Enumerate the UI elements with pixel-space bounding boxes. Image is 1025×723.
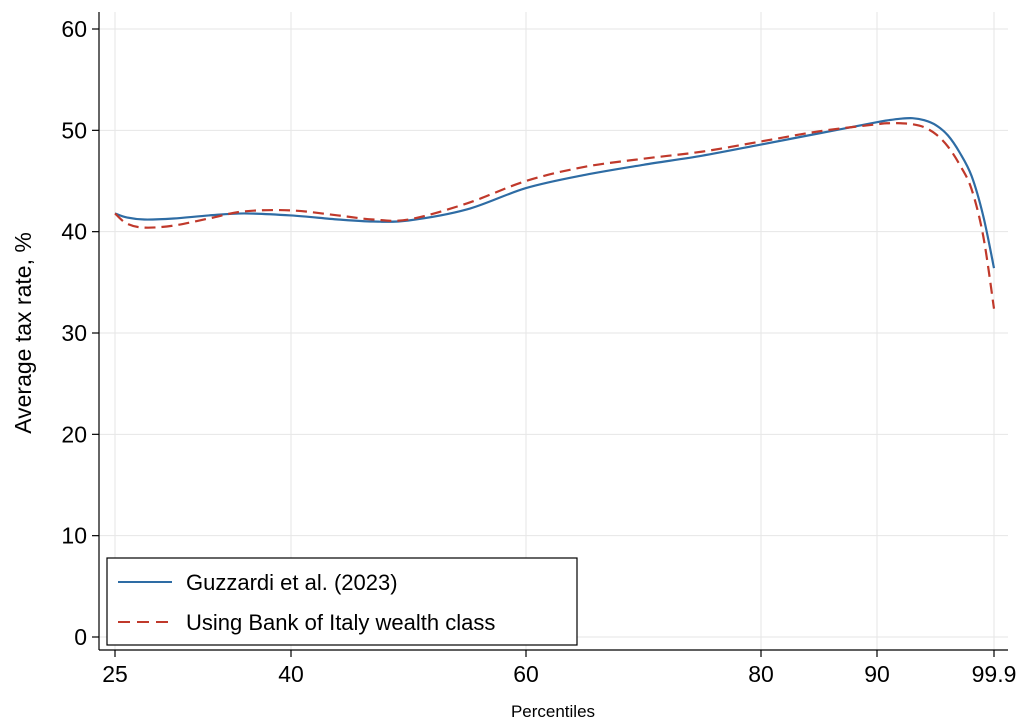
tick-labels: 0 10 20 30 40 50 60 25 40 60 80 90 99.9 (61, 16, 1016, 687)
y-tick-label: 20 (61, 421, 87, 447)
x-tick-label: 25 (102, 661, 128, 687)
x-axis-label: Percentiles (511, 702, 595, 721)
legend-box (106, 557, 578, 646)
gridlines (99, 12, 1008, 650)
legend-label-guzzardi: Guzzardi et al. (2023) (186, 570, 398, 595)
y-axis-label: Average tax rate, % (10, 232, 36, 434)
x-tick-label: 90 (864, 661, 890, 687)
series-line-bank-of-italy (114, 122, 996, 309)
legend: Guzzardi et al. (2023) Using Bank of Ita… (106, 557, 578, 646)
y-tick-label: 10 (61, 523, 87, 549)
y-tick-label: 30 (61, 320, 87, 346)
series-line-guzzardi (114, 116, 996, 269)
x-tick-label: 40 (278, 661, 304, 687)
series-lines (114, 116, 996, 309)
y-tick-label: 60 (61, 16, 87, 42)
y-tick-label: 0 (74, 624, 87, 650)
axes (92, 12, 1008, 657)
x-tick-label: 60 (513, 661, 539, 687)
x-tick-label: 99.9 (972, 661, 1017, 687)
x-tick-label: 80 (748, 661, 774, 687)
y-tick-label: 40 (61, 219, 87, 245)
legend-label-bank-of-italy: Using Bank of Italy wealth class (186, 610, 495, 635)
y-tick-label: 50 (61, 117, 87, 143)
